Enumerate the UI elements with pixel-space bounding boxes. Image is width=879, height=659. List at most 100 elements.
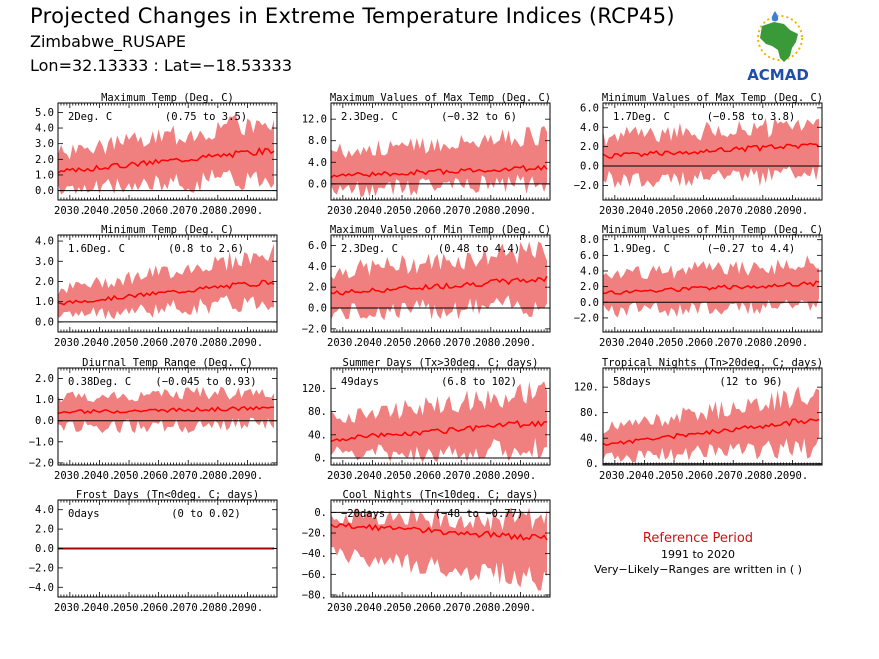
change-value-label: 1.9Deg. C bbox=[613, 243, 670, 255]
plot-area bbox=[58, 114, 277, 195]
chart-panel: 2030.2040.2050.2060.2070.2080.2090. 0.0 1.… bbox=[35, 224, 278, 349]
x-tick-label: 2050. bbox=[658, 470, 690, 482]
x-tick-label: 2070. bbox=[172, 470, 204, 482]
chart-title: Tropical Nights (Tn>20deg. C; days) bbox=[602, 357, 823, 369]
x-tick-label: 2090. bbox=[505, 337, 537, 349]
y-tick-label: 0.0 bbox=[580, 161, 599, 173]
likely-range-label: (0.48 to 4.4) bbox=[438, 243, 520, 255]
x-tick-label: 2090. bbox=[232, 602, 264, 614]
plot-area bbox=[331, 507, 550, 591]
median-line bbox=[603, 418, 820, 447]
x-tick-label: 2040. bbox=[357, 470, 389, 482]
y-tick-label: 1.0 bbox=[35, 296, 54, 308]
x-tick-label: 2060. bbox=[688, 205, 720, 217]
x-tick-label: 2090. bbox=[232, 205, 264, 217]
chart-title: Minimum Temp (Deg. C) bbox=[101, 224, 234, 236]
uncertainty-band bbox=[331, 126, 547, 198]
y-tick-label: 8.0 bbox=[580, 234, 599, 246]
x-tick-label: 2080. bbox=[202, 205, 234, 217]
chart-title: Frost Days (Tn<0deg. C; days) bbox=[76, 489, 259, 501]
page-title: Projected Changes in Extreme Temperature… bbox=[30, 4, 675, 28]
y-tick-label: 6.0 bbox=[580, 102, 599, 114]
africa-shape-icon bbox=[760, 22, 798, 62]
y-tick-label: 4.0 bbox=[308, 261, 327, 273]
x-tick-label: 2090. bbox=[232, 337, 264, 349]
change-value-label: −20days bbox=[341, 508, 385, 520]
uncertainty-band bbox=[58, 243, 274, 320]
x-tick-label: 2050. bbox=[113, 205, 145, 217]
y-tick-label: 0.0 bbox=[308, 303, 327, 315]
x-tick-label: 2090. bbox=[777, 470, 809, 482]
y-tick-label: 40. bbox=[308, 429, 327, 441]
x-tick-label: 2090. bbox=[777, 337, 809, 349]
x-tick-label: 2040. bbox=[629, 205, 661, 217]
y-tick-label: 2.0 bbox=[308, 282, 327, 294]
x-tick-label: 2060. bbox=[143, 602, 175, 614]
sun-icon bbox=[757, 15, 803, 61]
x-tick-label: 2060. bbox=[688, 470, 720, 482]
station-name: Zimbabwe_RUSAPE bbox=[30, 32, 187, 51]
y-tick-label: −1.0 bbox=[29, 436, 54, 448]
y-tick-label: 2.0 bbox=[35, 276, 54, 288]
x-tick-label: 2030. bbox=[54, 205, 86, 217]
y-tick-label: 4.0 bbox=[580, 122, 599, 134]
x-tick-label: 2040. bbox=[84, 337, 116, 349]
x-tick-label: 2080. bbox=[747, 337, 779, 349]
chart-title: Maximum Temp (Deg. C) bbox=[101, 92, 234, 104]
y-tick-label: 120. bbox=[574, 382, 599, 394]
chart-panel: 2030.2040.2050.2060.2070.2080.2090. −4.0 −… bbox=[29, 489, 278, 614]
x-tick-label: 2050. bbox=[386, 470, 418, 482]
likely-range-label: (0 to 0.02) bbox=[171, 508, 241, 520]
x-tick-label: 2040. bbox=[84, 470, 116, 482]
logo-text: ACMAD bbox=[747, 66, 809, 84]
y-tick-label: 4.0 bbox=[35, 504, 54, 516]
likely-range-label: (0.75 to 3.5) bbox=[165, 111, 247, 123]
x-tick-label: 2060. bbox=[143, 205, 175, 217]
x-tick-label: 2030. bbox=[599, 337, 631, 349]
y-tick-label: 6.0 bbox=[308, 240, 327, 252]
y-tick-label: 0.0 bbox=[35, 316, 54, 328]
y-tick-label: −20. bbox=[302, 528, 327, 540]
chart-title: Summer Days (Tx>30deg. C; days) bbox=[343, 357, 539, 369]
x-tick-label: 2040. bbox=[357, 602, 389, 614]
y-tick-label: 0.0 bbox=[35, 185, 54, 197]
x-tick-label: 2090. bbox=[505, 470, 537, 482]
x-tick-label: 2040. bbox=[629, 337, 661, 349]
x-tick-label: 2060. bbox=[688, 337, 720, 349]
plot-area bbox=[603, 117, 822, 189]
uncertainty-band bbox=[603, 117, 819, 189]
y-tick-label: 2.0 bbox=[35, 373, 54, 385]
chart-title: Diurnal Temp Range (Deg. C) bbox=[82, 357, 253, 369]
uncertainty-band bbox=[58, 386, 274, 434]
y-tick-label: 3.0 bbox=[35, 256, 54, 268]
chart-panel: 2030.2040.2050.2060.2070.2080.2090. 0.0 1.… bbox=[35, 92, 278, 217]
x-tick-label: 2040. bbox=[84, 205, 116, 217]
y-tick-label: 1.0 bbox=[35, 394, 54, 406]
x-tick-label: 2080. bbox=[475, 205, 507, 217]
chart-title: Minimum Values of Min Temp (Deg. C) bbox=[602, 224, 823, 236]
median-line bbox=[603, 142, 820, 159]
x-tick-label: 2050. bbox=[386, 337, 418, 349]
x-tick-label: 2070. bbox=[717, 337, 749, 349]
x-tick-label: 2050. bbox=[113, 337, 145, 349]
x-tick-label: 2080. bbox=[475, 470, 507, 482]
likely-range-label: (−0.32 to 6) bbox=[441, 111, 517, 123]
x-tick-label: 2040. bbox=[357, 337, 389, 349]
chart-title: Maximum Values of Max Temp (Deg. C) bbox=[330, 92, 551, 104]
x-tick-label: 2080. bbox=[747, 470, 779, 482]
y-tick-label: 0. bbox=[586, 458, 599, 470]
y-tick-label: 0. bbox=[314, 453, 327, 465]
plot-area bbox=[331, 381, 550, 463]
x-tick-label: 2030. bbox=[327, 602, 359, 614]
x-tick-label: 2050. bbox=[113, 602, 145, 614]
chart-title: Minimum Values of Max Temp (Deg. C) bbox=[602, 92, 823, 104]
x-tick-label: 2060. bbox=[416, 337, 448, 349]
x-tick-label: 2070. bbox=[445, 470, 477, 482]
x-tick-label: 2050. bbox=[386, 602, 418, 614]
x-tick-label: 2030. bbox=[327, 205, 359, 217]
uncertainty-band bbox=[603, 386, 819, 463]
likely-range-label: (−0.58 to 3.8) bbox=[707, 111, 796, 123]
x-tick-label: 2090. bbox=[505, 602, 537, 614]
change-value-label: 2.3Deg. C bbox=[341, 243, 398, 255]
africa-map-logo: ACMAD bbox=[747, 11, 809, 84]
